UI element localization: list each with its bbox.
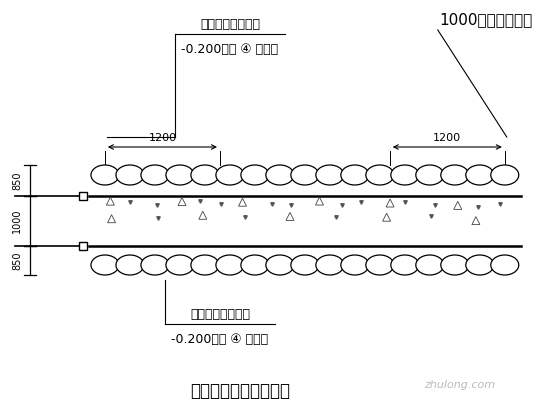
Text: 1000: 1000 (12, 209, 22, 233)
Ellipse shape (416, 165, 444, 185)
Ellipse shape (166, 165, 194, 185)
Ellipse shape (441, 165, 469, 185)
Ellipse shape (116, 165, 144, 185)
Ellipse shape (291, 255, 319, 275)
Text: 1000厚地下连续墙: 1000厚地下连续墙 (440, 12, 533, 27)
Ellipse shape (466, 255, 494, 275)
Ellipse shape (291, 165, 319, 185)
Text: 三轴水泥土搅拌桩: 三轴水泥土搅拌桩 (190, 308, 250, 321)
Ellipse shape (241, 165, 269, 185)
Text: 1200: 1200 (148, 133, 176, 143)
Ellipse shape (366, 255, 394, 275)
Text: 三轴搅拌桩平面示意图: 三轴搅拌桩平面示意图 (190, 382, 290, 400)
Ellipse shape (266, 165, 294, 185)
Ellipse shape (466, 165, 494, 185)
Ellipse shape (491, 255, 519, 275)
Ellipse shape (241, 255, 269, 275)
Ellipse shape (91, 165, 119, 185)
Ellipse shape (316, 165, 344, 185)
Text: 1200: 1200 (433, 133, 461, 143)
Ellipse shape (391, 255, 419, 275)
Bar (89, 196, 521, 246)
Ellipse shape (191, 255, 219, 275)
Text: 850: 850 (12, 171, 22, 190)
Ellipse shape (166, 255, 194, 275)
Ellipse shape (91, 255, 119, 275)
Ellipse shape (491, 165, 519, 185)
Ellipse shape (141, 255, 169, 275)
Ellipse shape (416, 255, 444, 275)
Bar (79, 192, 87, 200)
Ellipse shape (216, 165, 244, 185)
Ellipse shape (341, 255, 369, 275)
Ellipse shape (341, 165, 369, 185)
Ellipse shape (441, 255, 469, 275)
Text: -0.200～第 ④ 层底部: -0.200～第 ④ 层底部 (181, 43, 278, 56)
Ellipse shape (366, 165, 394, 185)
Ellipse shape (216, 255, 244, 275)
Ellipse shape (141, 165, 169, 185)
Ellipse shape (391, 165, 419, 185)
Ellipse shape (316, 255, 344, 275)
Bar (79, 242, 87, 250)
Text: 850: 850 (12, 251, 22, 270)
Ellipse shape (191, 165, 219, 185)
Text: 三轴水泥土搅拌桩: 三轴水泥土搅拌桩 (200, 18, 260, 31)
Text: -0.200～第 ④ 层底部: -0.200～第 ④ 层底部 (171, 333, 268, 346)
Text: zhulong.com: zhulong.com (424, 380, 496, 390)
Ellipse shape (116, 255, 144, 275)
Ellipse shape (266, 255, 294, 275)
